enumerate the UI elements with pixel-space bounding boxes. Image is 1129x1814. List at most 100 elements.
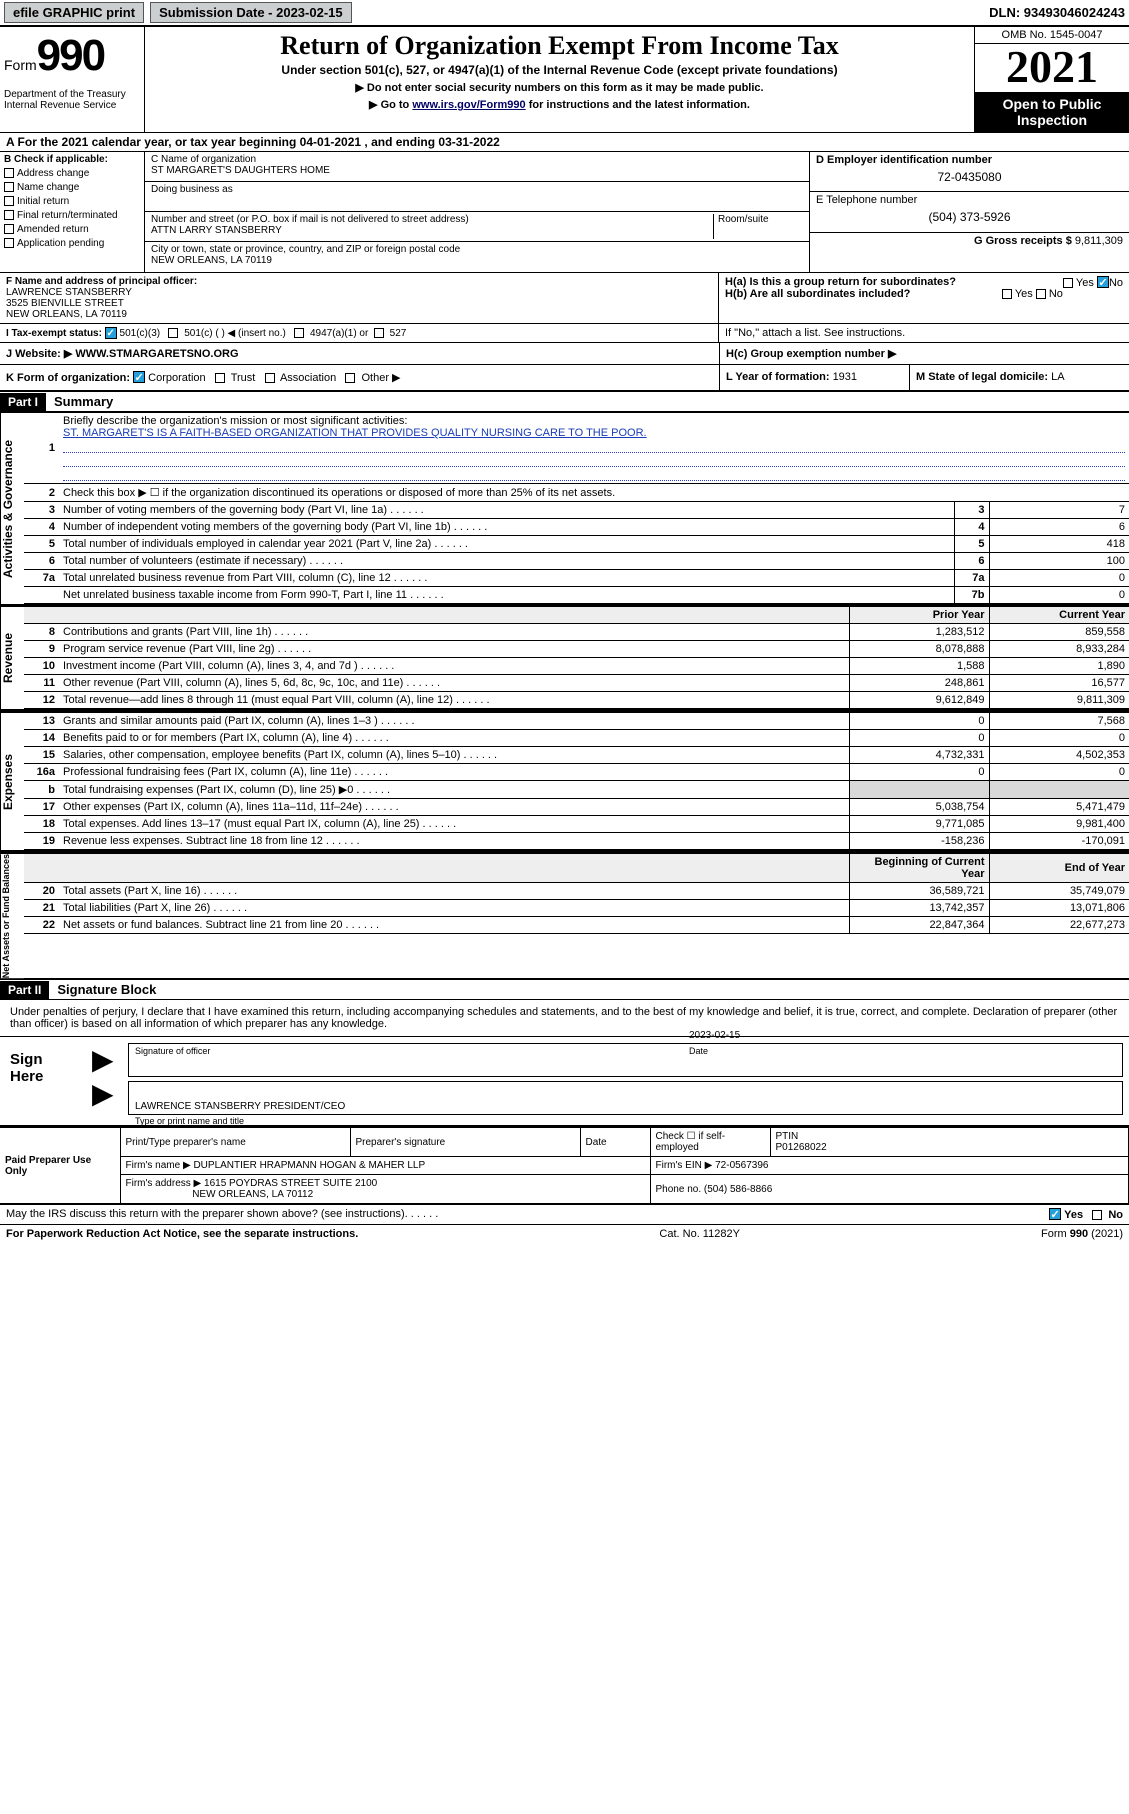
firm-addr-cell: Firm's address ▶ 1615 POYDRAS STREET SUI…: [120, 1175, 650, 1205]
room-suite: Room/suite: [713, 214, 803, 239]
website-url[interactable]: WWW.STMARGARETSNO.ORG: [75, 348, 238, 360]
revenue-sidebar: Revenue: [0, 607, 24, 709]
checkbox-icon[interactable]: [4, 224, 14, 234]
title-box: Return of Organization Exempt From Incom…: [145, 27, 974, 132]
irs-discuss-yes-checked[interactable]: ✓: [1049, 1208, 1061, 1220]
k-corp-checked[interactable]: ✓: [133, 371, 145, 383]
top-bar: efile GRAPHIC print Submission Date - 20…: [0, 0, 1129, 27]
form-footer: Form 990 (2021): [1041, 1228, 1123, 1240]
h-a-yes[interactable]: [1063, 278, 1073, 288]
section-l: L Year of formation: 1931: [719, 365, 909, 390]
part2-bar: Part II: [0, 981, 49, 999]
k-trust[interactable]: [215, 373, 225, 383]
checkbox-option[interactable]: Amended return: [4, 224, 140, 235]
table-row: 16aProfessional fundraising fees (Part I…: [24, 764, 1129, 781]
h-note: If "No," attach a list. See instructions…: [719, 324, 1129, 342]
sign-here-block: Sign Here ▶▶ Signature of officer Date 2…: [0, 1037, 1129, 1126]
section-i: I Tax-exempt status: ✓ 501(c)(3) 501(c) …: [0, 324, 719, 342]
irs-discuss-row: May the IRS discuss this return with the…: [0, 1205, 1129, 1225]
section-m: M State of legal domicile: LA: [909, 365, 1129, 390]
status-4947[interactable]: [294, 328, 304, 338]
entity-block: B Check if applicable: Address changeNam…: [0, 152, 1129, 273]
table-row: 14Benefits paid to or for members (Part …: [24, 730, 1129, 747]
part2-title: Signature Block: [49, 980, 164, 999]
section-a-row: A For the 2021 calendar year, or tax yea…: [0, 133, 1129, 152]
checkbox-icon[interactable]: [4, 168, 14, 178]
table-row: 9Program service revenue (Part VIII, lin…: [24, 641, 1129, 658]
form-header: Form990 Department of the Treasury Inter…: [0, 27, 1129, 133]
street-address: ATTN LARRY STANSBERRY: [151, 225, 713, 236]
prep-sig-header: Preparer's signature: [350, 1127, 580, 1157]
h-b-no[interactable]: [1036, 289, 1046, 299]
preparer-table: Paid Preparer Use Only Print/Type prepar…: [0, 1126, 1129, 1205]
irs-discuss-no[interactable]: [1092, 1210, 1102, 1220]
netassets-block: Net Assets or Fund Balances Beginning of…: [0, 853, 1129, 980]
table-row: 15Salaries, other compensation, employee…: [24, 747, 1129, 764]
firm-name-cell: Firm's name ▶ DUPLANTIER HRAPMANN HOGAN …: [120, 1157, 650, 1175]
paid-preparer-label: Paid Preparer Use Only: [0, 1127, 120, 1204]
efile-button[interactable]: efile GRAPHIC print: [4, 2, 144, 23]
table-row: Net unrelated business taxable income fr…: [24, 587, 1129, 604]
i-row: I Tax-exempt status: ✓ 501(c)(3) 501(c) …: [0, 324, 1129, 343]
prep-self-employed[interactable]: Check ☐ if self-employed: [650, 1127, 770, 1157]
checkbox-icon[interactable]: [4, 238, 14, 248]
table-row: 5Total number of individuals employed in…: [24, 536, 1129, 553]
section-deg-column: D Employer identification number 72-0435…: [809, 152, 1129, 272]
h-b-yes[interactable]: [1002, 289, 1012, 299]
status-527[interactable]: [374, 328, 384, 338]
checkbox-icon[interactable]: [4, 182, 14, 192]
submission-date-button[interactable]: Submission Date - 2023-02-15: [150, 2, 352, 23]
prep-name-header: Print/Type preparer's name: [120, 1127, 350, 1157]
k-assoc[interactable]: [265, 373, 275, 383]
checkbox-option[interactable]: Final return/terminated: [4, 210, 140, 221]
revenue-table: Prior YearCurrent Year 8Contributions an…: [24, 607, 1129, 709]
footer-row: For Paperwork Reduction Act Notice, see …: [0, 1225, 1129, 1243]
table-row: 20Total assets (Part X, line 16)36,589,7…: [24, 883, 1129, 900]
status-501c[interactable]: [168, 328, 178, 338]
instruction-1: Do not enter social security numbers on …: [153, 81, 966, 94]
expenses-block: Expenses 13Grants and similar amounts pa…: [0, 712, 1129, 853]
table-row: 6Total number of volunteers (estimate if…: [24, 553, 1129, 570]
table-row: 8Contributions and grants (Part VIII, li…: [24, 624, 1129, 641]
checkbox-option[interactable]: Application pending: [4, 238, 140, 249]
checkbox-option[interactable]: Initial return: [4, 196, 140, 207]
instruction-2: Go to www.irs.gov/Form990 for instructio…: [153, 98, 966, 111]
name-cell: C Name of organization ST MARGARET'S DAU…: [145, 152, 809, 182]
dln-label: DLN: 93493046024243: [989, 5, 1125, 20]
ein-value: 72-0435080: [816, 166, 1123, 184]
governance-table: 1 Briefly describe the organization's mi…: [24, 413, 1129, 604]
prep-date-header: Date: [580, 1127, 650, 1157]
checkbox-option[interactable]: Name change: [4, 182, 140, 193]
checkbox-icon[interactable]: [4, 210, 14, 220]
expenses-sidebar: Expenses: [0, 713, 24, 850]
cat-number: Cat. No. 11282Y: [659, 1228, 740, 1240]
table-row: 10Investment income (Part VIII, column (…: [24, 658, 1129, 675]
section-c-column: C Name of organization ST MARGARET'S DAU…: [145, 152, 809, 272]
j-row: J Website: ▶ WWW.STMARGARETSNO.ORG H(c) …: [0, 343, 1129, 365]
table-row: 3Number of voting members of the governi…: [24, 502, 1129, 519]
subtitle: Under section 501(c), 527, or 4947(a)(1)…: [153, 63, 966, 77]
form-label: Form: [4, 57, 37, 73]
status-501c3-checked[interactable]: ✓: [105, 327, 117, 339]
checkbox-option[interactable]: Address change: [4, 168, 140, 179]
irs-link[interactable]: www.irs.gov/Form990: [412, 99, 525, 111]
prep-ptin-cell: PTINP01268022: [770, 1127, 1129, 1157]
table-row: 12Total revenue—add lines 8 through 11 (…: [24, 692, 1129, 709]
part1-bar: Part I: [0, 393, 46, 411]
phone-value: (504) 373-5926: [816, 206, 1123, 224]
h-a-no-checked[interactable]: ✓: [1097, 276, 1109, 288]
mission-text[interactable]: ST. MARGARET'S IS A FAITH-BASED ORGANIZA…: [63, 427, 647, 439]
sign-here-label: Sign Here: [6, 1043, 76, 1119]
firm-ein-cell: Firm's EIN ▶ 72-0567396: [650, 1157, 1129, 1175]
checkbox-icon[interactable]: [4, 196, 14, 206]
k-other[interactable]: [345, 373, 355, 383]
part1-header-row: Part I Summary: [0, 392, 1129, 412]
form-number-box: Form990 Department of the Treasury Inter…: [0, 27, 145, 132]
section-f: F Name and address of principal officer:…: [0, 273, 719, 323]
governance-sidebar: Activities & Governance: [0, 413, 24, 604]
section-b-column: B Check if applicable: Address changeNam…: [0, 152, 145, 272]
section-h: H(a) Is this a group return for subordin…: [719, 273, 1129, 323]
officer-signature-box[interactable]: Signature of officer Date 2023-02-15: [128, 1043, 1123, 1077]
department-label: Department of the Treasury Internal Reve…: [4, 89, 140, 111]
expenses-table: 13Grants and similar amounts paid (Part …: [24, 713, 1129, 850]
